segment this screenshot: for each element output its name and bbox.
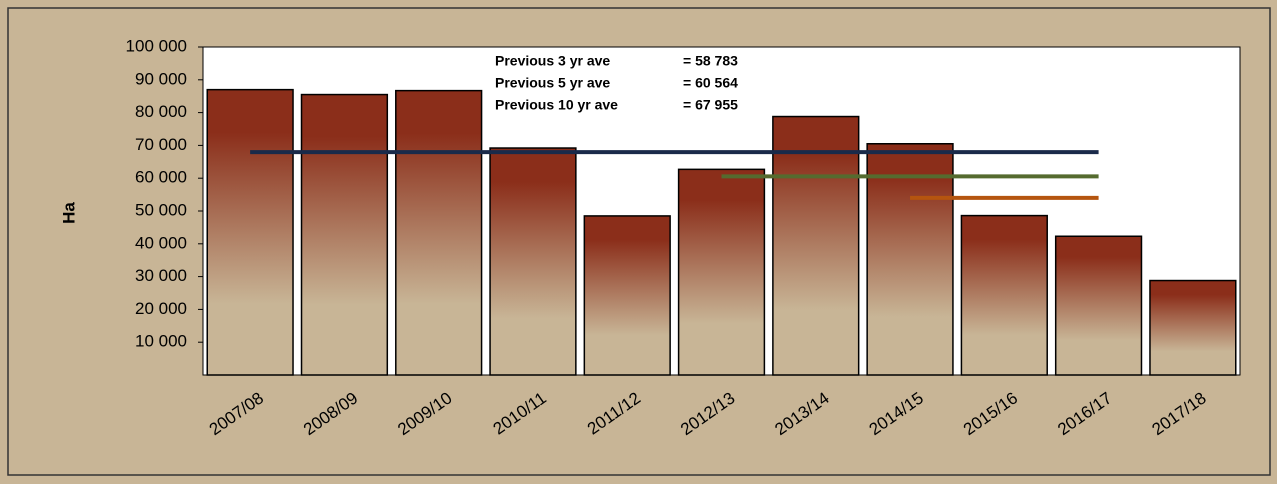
- y-tick-label: 60 000: [135, 168, 187, 187]
- bar: [866, 143, 954, 376]
- bar: [1149, 279, 1237, 376]
- y-tick-label: 40 000: [135, 233, 187, 252]
- plot-border: [202, 46, 1241, 376]
- annotation-value: = 58 783: [683, 53, 738, 69]
- annotation-label: Previous 3 yr ave: [495, 53, 610, 69]
- y-tick-label: 80 000: [135, 102, 187, 121]
- annotation-value: = 67 955: [683, 97, 738, 113]
- annotation-label: Previous 5 yr ave: [495, 75, 610, 91]
- bar: [960, 214, 1048, 376]
- y-tick-label: 50 000: [135, 200, 187, 219]
- bar: [772, 115, 860, 376]
- annotation-value: = 60 564: [683, 75, 738, 91]
- bar: [489, 147, 577, 376]
- y-tick-label: 10 000: [135, 332, 187, 351]
- bar: [1054, 235, 1143, 376]
- y-axis-label: Ha: [59, 202, 78, 224]
- y-tick-label: 100 000: [126, 36, 187, 55]
- bar: [395, 89, 483, 376]
- bar: [206, 88, 294, 376]
- y-tick-label: 30 000: [135, 266, 187, 285]
- bar: [300, 93, 389, 376]
- bar: [677, 168, 766, 376]
- y-tick-label: 70 000: [135, 135, 187, 154]
- bar: [583, 215, 671, 376]
- y-tick-label: 90 000: [135, 69, 187, 88]
- annotation-label: Previous 10 yr ave: [495, 97, 618, 113]
- y-tick-label: 20 000: [135, 299, 187, 318]
